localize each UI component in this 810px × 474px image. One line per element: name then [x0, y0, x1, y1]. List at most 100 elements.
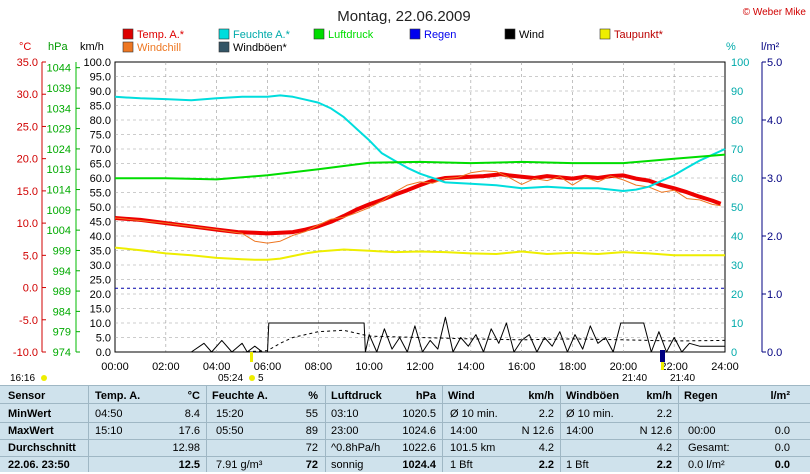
sunset-time-a: 21:40	[622, 373, 647, 384]
sun-dot	[41, 375, 47, 381]
tick-label-time: 14:00	[457, 361, 485, 373]
stats-humidity-value: 72	[305, 459, 318, 471]
stats-pressure-time: 03:10	[331, 408, 359, 420]
stats-gust-value: N 12.6	[639, 425, 672, 437]
tick-label-humidity: 90	[731, 86, 743, 98]
tick-label-wind: 5.0	[96, 333, 111, 345]
stats-header-gust: Windböen	[566, 390, 620, 402]
tick-label-pressure: 984	[53, 306, 71, 318]
legend-swatch	[122, 28, 134, 40]
tick-label-wind: 65.0	[90, 159, 111, 171]
tick-label-wind: 45.0	[90, 217, 111, 229]
tick-label-pressure: 979	[53, 327, 71, 339]
series-line-windchill	[114, 170, 721, 244]
tick-label-pressure: 989	[53, 286, 71, 298]
stats-pressure-value: 1020.5	[402, 408, 436, 420]
stats-row-label: 22.06. 23:50	[8, 459, 70, 471]
stats-rain-value: 0.0	[774, 425, 790, 437]
tick-label-time: 24:00	[711, 361, 739, 373]
tick-label-humidity: 30	[731, 260, 743, 272]
tick-label-temp: 35.0	[17, 57, 38, 69]
tick-label-time: 18:00	[559, 361, 587, 373]
stats-row: 22.06. 23:50 12.5 7.91 g/m³ 72 sonnig 1024.4 1…	[0, 457, 810, 474]
stats-temp-value: 17.6	[178, 425, 200, 437]
tick-label-rain: 1.0	[767, 289, 782, 301]
stats-temp-time: 15:10	[95, 425, 123, 437]
tick-label-pressure: 1004	[47, 225, 71, 237]
axis-unit-wind: km/h	[80, 41, 104, 53]
stats-rain-desc: Gesamt:	[688, 442, 730, 454]
stats-header-sensor: Sensor	[8, 390, 46, 402]
stats-humidity-value: 55	[305, 408, 318, 420]
tick-label-humidity: 50	[731, 202, 743, 214]
chart-title: Montag, 22.06.2009	[337, 8, 470, 25]
tick-label-rain: 3.0	[767, 173, 782, 185]
stats-header-rain: Regen	[684, 390, 718, 402]
tick-label-pressure: 1034	[47, 103, 71, 115]
stats-row-label: MinWert	[8, 408, 52, 420]
tick-label-wind: 75.0	[90, 130, 111, 142]
stats-humidity-time: 15:20	[216, 408, 244, 420]
tick-label-pressure: 974	[53, 347, 71, 359]
stats-header-row: Sensor Temp. A. °C Feuchte A. % Luftdruc…	[0, 388, 810, 405]
stats-wind-desc: 1 Bft	[450, 459, 473, 471]
stats-pressure-value: 1024.4	[402, 459, 436, 471]
stats-row: Durchschnitt 12.98 72 ^0.8hPa/h 1022.6 101.5 …	[0, 440, 810, 457]
tick-label-pressure: 1039	[47, 83, 71, 95]
tick-label-rain: 0.0	[767, 347, 782, 359]
stats-humidity-value: 72	[305, 442, 318, 454]
stats-wind-value: 2.2	[538, 408, 554, 420]
tick-label-pressure: 1044	[47, 63, 71, 75]
series-line-feuchtea	[114, 94, 726, 192]
stats-gust-value: 4.2	[656, 442, 672, 454]
stats-wind-desc: 14:00	[450, 425, 478, 437]
legend-swatch	[218, 28, 230, 40]
stats-header-pressure-unit: hPa	[415, 390, 436, 402]
stats-gust-value: 2.2	[656, 459, 672, 471]
credit-label: © Weber Mike	[743, 7, 807, 18]
sunset-tick-yellow	[661, 362, 664, 370]
axis-unit-labels: °C hPa km/h% l/m²	[19, 41, 780, 53]
tick-label-time: 06:00	[254, 361, 282, 373]
tick-label-time: 00:00	[101, 361, 129, 373]
sunset-tick	[660, 350, 665, 362]
tick-label-wind: 30.0	[90, 260, 111, 272]
axis-unit-humidity: %	[726, 41, 736, 53]
stats-row: MinWert 04:50 8.4 15:20 55 03:10 1020.5 Ø 10 mi…	[0, 406, 810, 423]
legend-label: Wind	[519, 29, 544, 41]
stats-wind-desc: 101.5 km	[450, 442, 496, 454]
stats-humidity-time: 7.91 g/m³	[216, 459, 263, 471]
stats-wind-desc: Ø 10 min.	[450, 408, 498, 420]
legend-label: Windchill	[137, 42, 181, 54]
tick-label-rain: 5.0	[767, 57, 782, 69]
tick-label-wind: 0.0	[96, 347, 111, 359]
tick-label-temp: -10.0	[13, 347, 38, 359]
series-line-luftdruck	[115, 153, 726, 181]
tick-label-wind: 55.0	[90, 188, 111, 200]
tick-label-humidity: 20	[731, 289, 743, 301]
sunrise-tick	[250, 352, 253, 362]
tick-label-temp: 30.0	[17, 89, 38, 101]
legend-swatch	[599, 28, 611, 40]
stats-pressure-time: sonnig	[331, 459, 364, 471]
legend-label: Regen	[424, 29, 456, 41]
stats-gust-desc: Ø 10 min.	[566, 408, 614, 420]
tick-label-rain: 4.0	[767, 115, 782, 127]
stats-rain-value: 0.0	[774, 442, 790, 454]
sunrise-time: 05:24	[218, 373, 243, 384]
tick-label-time: 10:00	[355, 361, 383, 373]
tick-label-humidity: 100	[731, 57, 749, 69]
tick-label-rain: 2.0	[767, 231, 782, 243]
stats-humidity-value: 89	[305, 425, 318, 437]
tick-label-wind: 90.0	[90, 86, 111, 98]
legend-swatch	[504, 28, 516, 40]
tick-label-humidity: 0	[731, 347, 737, 359]
stats-header-gust-unit: km/h	[646, 390, 672, 402]
tick-label-humidity: 70	[731, 144, 743, 156]
stats-row: MaxWert 15:10 17.6 05:50 89 23:00 1024.6 14:00 N…	[0, 423, 810, 440]
axis-unit-pressure: hPa	[48, 41, 68, 53]
tick-label-humidity: 40	[731, 231, 743, 243]
stats-temp-value: 8.4	[184, 408, 200, 420]
tick-label-wind: 70.0	[90, 144, 111, 156]
sunrise-dot	[249, 375, 255, 381]
